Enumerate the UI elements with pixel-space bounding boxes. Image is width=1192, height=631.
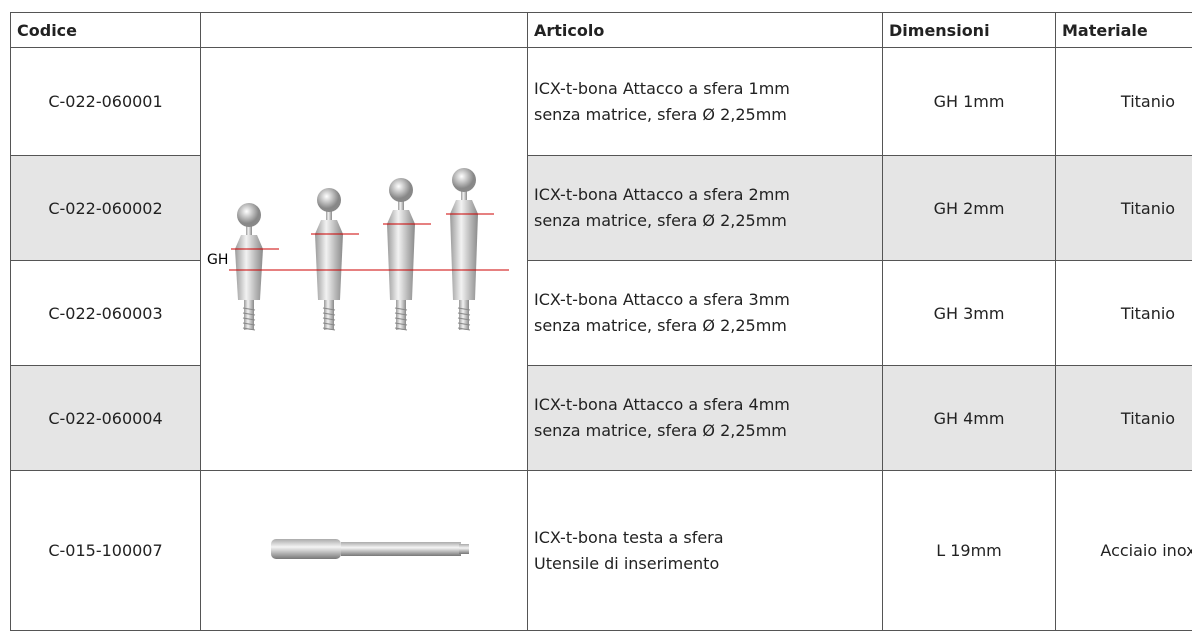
code-cell: C-022-060004 bbox=[11, 366, 201, 471]
article-line: senza matrice, sfera Ø 2,25mm bbox=[534, 102, 876, 128]
tool-image bbox=[201, 511, 528, 591]
header: Articolo bbox=[528, 13, 883, 48]
code-cell: C-022-060003 bbox=[11, 261, 201, 366]
image-cell: GH bbox=[201, 48, 528, 471]
image-label: GH bbox=[207, 252, 228, 268]
code-cell: C-022-060002 bbox=[11, 156, 201, 261]
article-line: senza matrice, sfera Ø 2,25mm bbox=[534, 418, 876, 444]
material-cell: Titanio bbox=[1056, 48, 1192, 156]
material-cell: Titanio bbox=[1056, 366, 1192, 471]
article-line: ICX-t-bona Attacco a sfera 3mm bbox=[534, 287, 876, 313]
row: C-022-060002 ICX-t-bona Attacco a sfera 2… bbox=[11, 156, 1192, 261]
dimension-cell: L 19mm bbox=[883, 471, 1056, 631]
code-cell: C-015-100007 bbox=[11, 471, 201, 631]
material-cell: Acciaio inox bbox=[1056, 471, 1192, 631]
material-cell: Titanio bbox=[1056, 261, 1192, 366]
product-table: Codice Articolo Dimensioni Materiale C-0… bbox=[10, 12, 1192, 631]
article-line: Utensile di inserimento bbox=[534, 551, 876, 577]
article-line: ICX-t-bona Attacco a sfera 4mm bbox=[534, 392, 876, 418]
header: Codice bbox=[11, 13, 201, 48]
header: Dimensioni bbox=[883, 13, 1056, 48]
dimension-cell: GH 4mm bbox=[883, 366, 1056, 471]
row: C-022-060004 ICX-t-bona Attacco a sfera 4… bbox=[11, 366, 1192, 471]
article-line: senza matrice, sfera Ø 2,25mm bbox=[534, 313, 876, 339]
article-line: ICX-t-bona Attacco a sfera 2mm bbox=[534, 182, 876, 208]
dimension-cell: GH 3mm bbox=[883, 261, 1056, 366]
image-cell bbox=[201, 471, 528, 631]
header bbox=[201, 13, 528, 48]
code-cell: C-022-060001 bbox=[11, 48, 201, 156]
article-line: senza matrice, sfera Ø 2,25mm bbox=[534, 208, 876, 234]
header: Materiale bbox=[1056, 13, 1192, 48]
dimension-cell: GH 1mm bbox=[883, 48, 1056, 156]
article-line: ICX-t-bona Attacco a sfera 1mm bbox=[534, 76, 876, 102]
implant-image: GH bbox=[201, 50, 528, 468]
article-line: ICX-t-bona testa a sfera bbox=[534, 525, 876, 551]
row: C-022-060003 ICX-t-bona Attacco a sfera 3… bbox=[11, 261, 1192, 366]
dimension-cell: GH 2mm bbox=[883, 156, 1056, 261]
header-row: Codice Articolo Dimensioni Materiale bbox=[11, 13, 1192, 48]
material-cell: Titanio bbox=[1056, 156, 1192, 261]
